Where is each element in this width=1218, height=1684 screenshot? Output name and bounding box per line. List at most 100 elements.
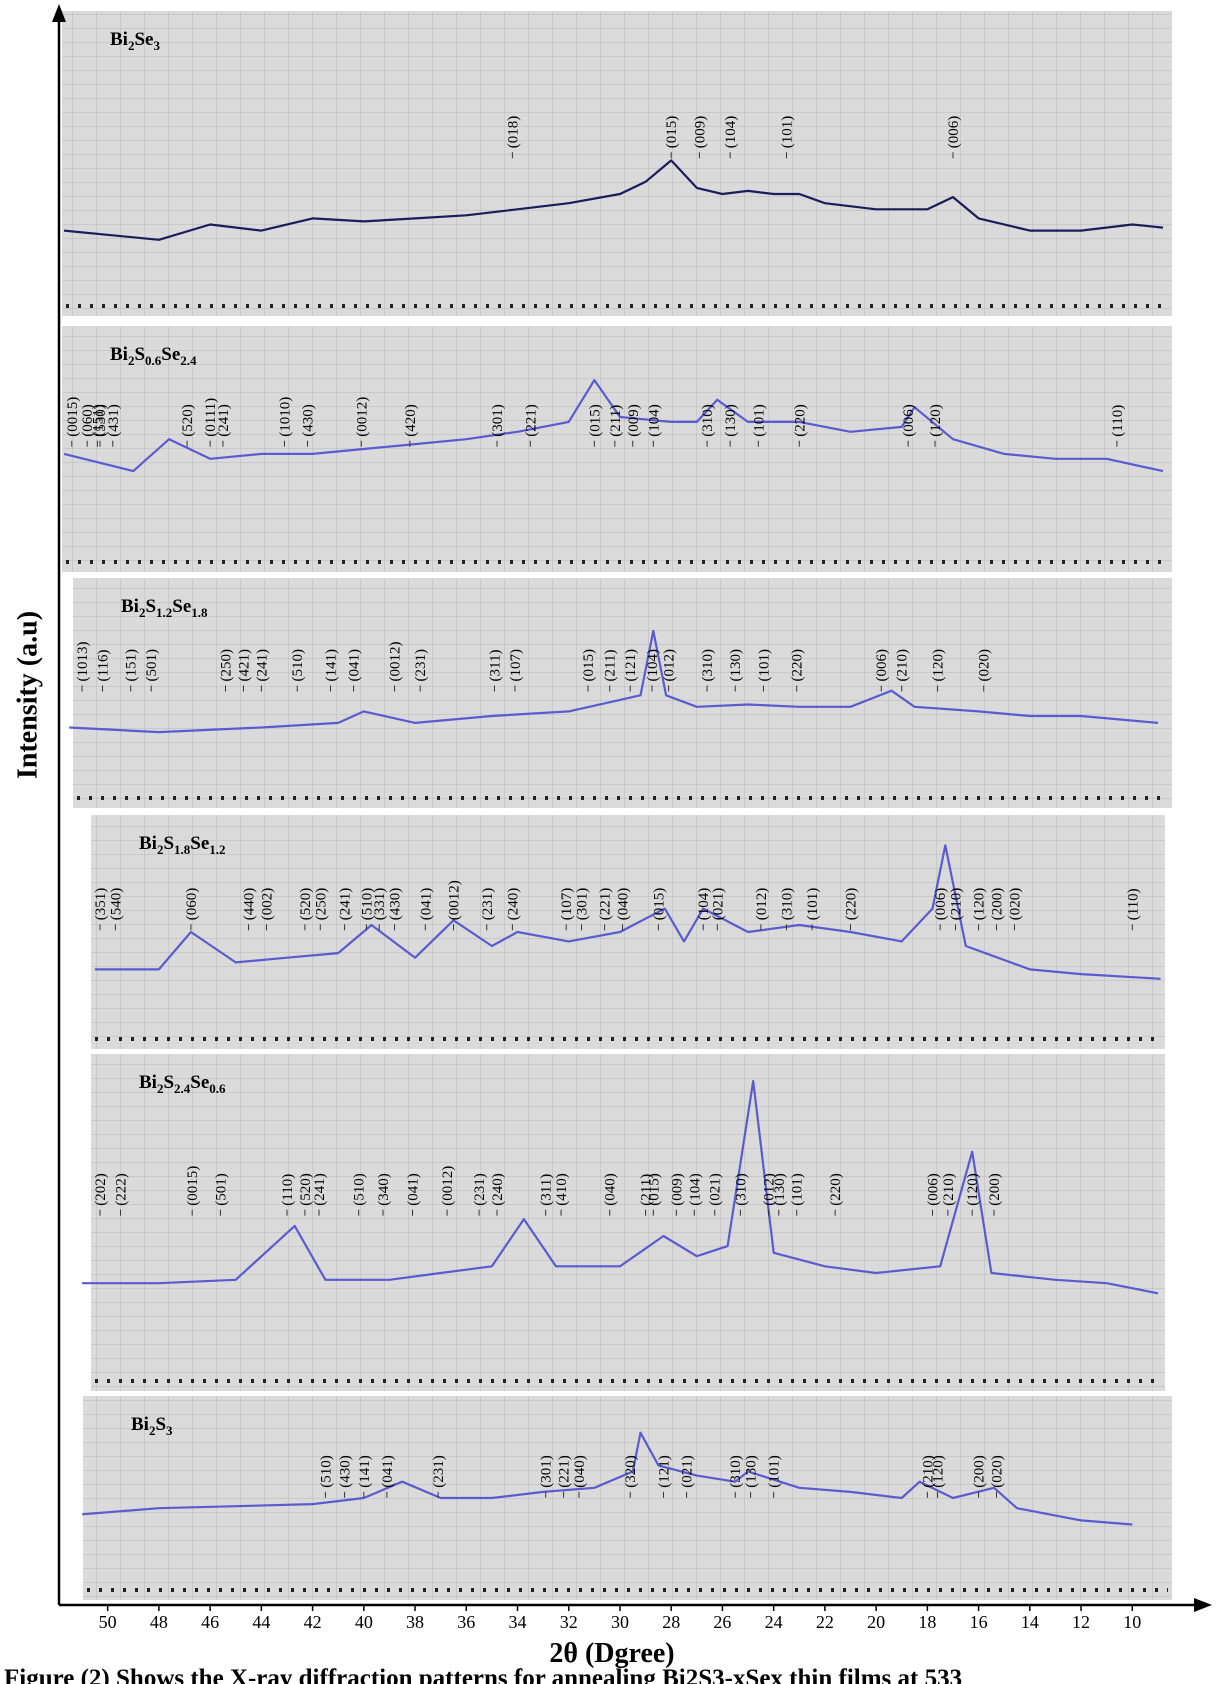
x-tick-label: 22 (816, 1612, 834, 1632)
peak-label: (331) (372, 888, 388, 921)
peak-label: (104) (687, 1173, 703, 1206)
peak-label: (110) (1110, 405, 1126, 437)
x-axis-arrow (1194, 1598, 1212, 1612)
peak-label: (421) (236, 649, 252, 682)
peak-label: (101) (805, 888, 821, 921)
peak-label: (0015) (65, 397, 81, 437)
peak-label: (510) (290, 649, 306, 682)
peak-label: (101) (780, 116, 796, 149)
x-axis-label: 2θ (Dgree) (549, 1638, 674, 1669)
peak-label: (101) (751, 404, 767, 437)
peak-label: (310) (780, 888, 796, 921)
peak-label: (430) (301, 404, 317, 437)
x-tick-label: 36 (457, 1612, 475, 1632)
peak-label: (310) (700, 649, 716, 682)
peak-label: (220) (792, 404, 808, 437)
subscript: 2.4 (180, 353, 197, 368)
x-tick-label: 44 (252, 1612, 270, 1632)
peak-label: (340) (376, 1173, 392, 1206)
panel-name: Bi2S0.6Se2.4 (110, 344, 197, 368)
peak-label: (041) (347, 649, 363, 682)
peak-label: (015) (664, 116, 680, 149)
subscript: 2 (128, 353, 135, 368)
peak-label: (520) (298, 888, 314, 921)
peak-label: (120) (928, 404, 944, 437)
peak-label: (510) (318, 1455, 334, 1488)
element: S (163, 833, 174, 854)
peak-label: (002) (260, 888, 276, 921)
peak-label: (141) (357, 1455, 373, 1488)
element: Se (190, 833, 209, 854)
peak-label: (060) (80, 404, 96, 437)
peak-label: (311) (488, 650, 504, 682)
panel-name: Bi2S2.4Se0.6 (139, 1072, 226, 1096)
peak-label: (301) (575, 888, 591, 921)
caption: Figure (2) Shows the X-ray diffraction p… (4, 1665, 962, 1684)
y-axis-label: Intensity (a.u) (12, 611, 43, 779)
peak-label: (104) (646, 404, 662, 437)
peak-label: (301) (490, 404, 506, 437)
peak-label: (211) (603, 650, 619, 682)
peak-label: (231) (431, 1455, 447, 1488)
peak-label: (151) (90, 404, 106, 437)
element: Bi (121, 596, 139, 617)
peak-label: (006) (874, 649, 890, 682)
peak-label: (310) (728, 1455, 744, 1488)
element: Bi (131, 1414, 149, 1435)
peak-label: (241) (338, 888, 354, 921)
subscript: 3 (153, 38, 160, 53)
peak-label: (041) (418, 888, 434, 921)
peak-label: (351) (93, 888, 109, 921)
peak-label: (221) (523, 404, 539, 437)
subscript: 2 (149, 1423, 156, 1438)
peak-label: (211) (608, 405, 624, 437)
peak-label: (520) (180, 404, 196, 437)
x-tick-label: 32 (560, 1612, 578, 1632)
peak-label: (015) (651, 888, 667, 921)
peak-label: (120) (972, 888, 988, 921)
peak-label: (231) (480, 888, 496, 921)
peak-label: (0012) (354, 397, 370, 437)
x-tick-label: 12 (1072, 1612, 1090, 1632)
peak-label: (104) (723, 116, 739, 149)
peak-label: (510) (352, 1173, 368, 1206)
peak-label: (141) (324, 649, 340, 682)
peak-label: (0012) (388, 642, 404, 682)
element: Bi (110, 29, 128, 50)
peak-label: (240) (490, 1173, 506, 1206)
peak-label: (020) (990, 1455, 1006, 1488)
peak-label: (021) (680, 1455, 696, 1488)
x-tick-label: 16 (970, 1612, 988, 1632)
subscript: 1.8 (191, 605, 208, 620)
peak-label: (107) (508, 649, 524, 682)
peak-label: (120) (965, 1173, 981, 1206)
peak-label: (121) (657, 1455, 673, 1488)
x-tick-label: 34 (509, 1612, 527, 1632)
peak-label: (006) (946, 116, 962, 149)
peak-label: (211) (639, 1174, 655, 1206)
peak-label: (040) (603, 1173, 619, 1206)
element: Se (161, 344, 180, 365)
panel-name: Bi2S3 (131, 1414, 173, 1438)
x-tick-label: 40 (355, 1612, 373, 1632)
peak-label: (012) (762, 1173, 778, 1206)
y-axis-arrow (52, 4, 66, 22)
peak-label: (530) (93, 404, 109, 437)
peak-label: (250) (313, 888, 329, 921)
xrd-trace (63, 159, 1164, 241)
peak-label: (040) (572, 1455, 588, 1488)
peak-label: (121) (623, 649, 639, 682)
x-tick-label: 46 (201, 1612, 219, 1632)
subscript: 2 (157, 1081, 164, 1096)
peak-label: (301) (539, 1455, 555, 1488)
peak-label: (210) (949, 888, 965, 921)
peak-label: (104) (645, 649, 661, 682)
peak-label: (006) (901, 404, 917, 437)
subscript: 1.2 (209, 842, 225, 857)
peak-label: (040) (616, 888, 632, 921)
subscript: 3 (166, 1423, 173, 1438)
peak-label: (015) (646, 1173, 662, 1206)
peak-label: (151) (124, 649, 140, 682)
peak-label: (241) (312, 1173, 328, 1206)
